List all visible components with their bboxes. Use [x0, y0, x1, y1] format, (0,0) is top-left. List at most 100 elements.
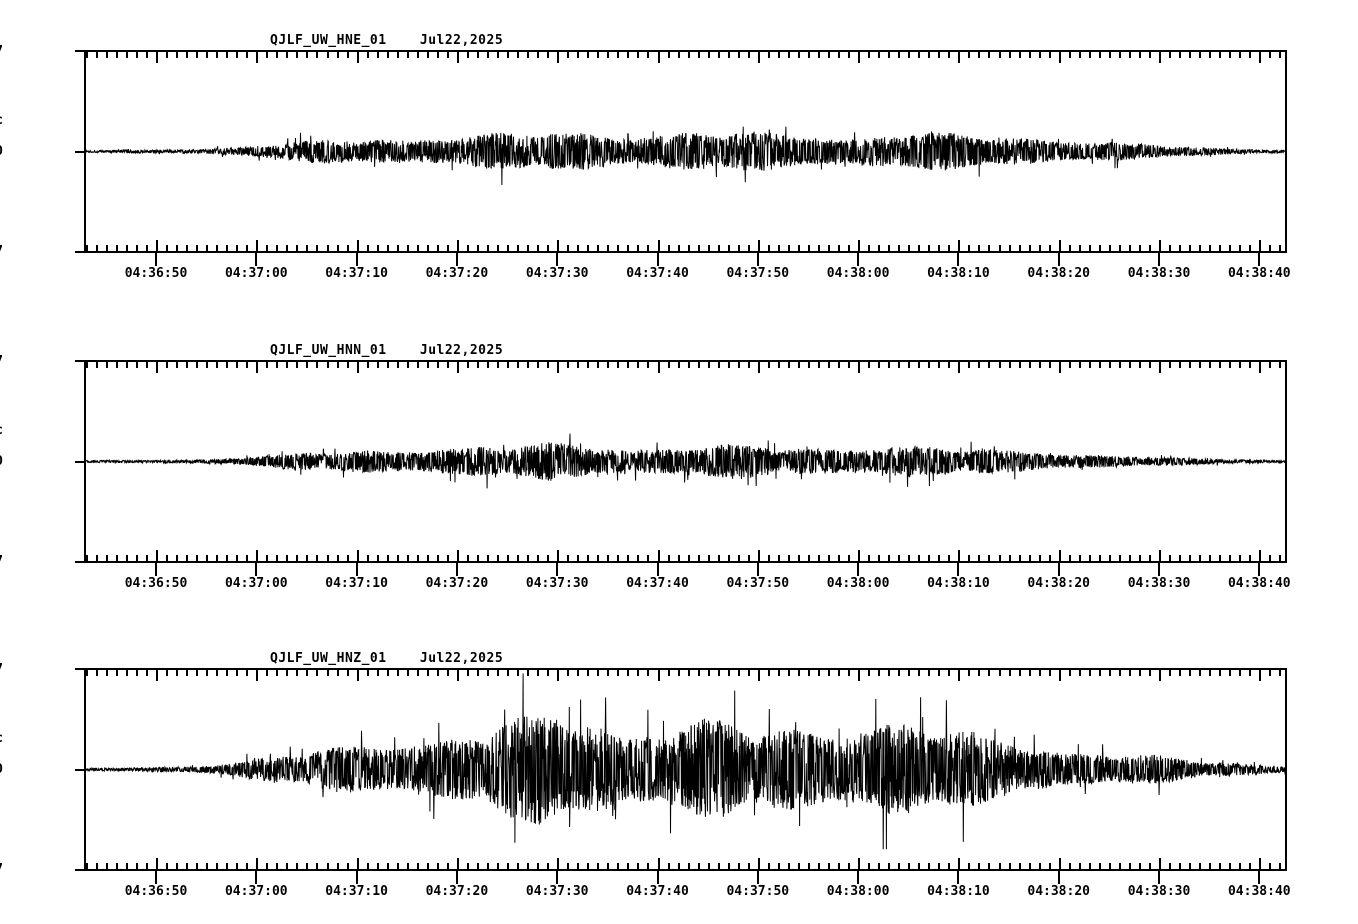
x-axis-minor-tick	[386, 245, 389, 251]
x-axis-minor-tick	[848, 245, 851, 251]
x-axis-minor-tick	[105, 670, 108, 676]
x-axis-minor-tick	[787, 362, 790, 368]
x-axis-minor-tick	[918, 245, 921, 251]
x-axis-minor-tick	[406, 555, 409, 561]
x-axis-major-tick	[1057, 253, 1060, 266]
x-axis-minor-tick	[497, 362, 500, 368]
x-axis-minor-tick	[627, 555, 630, 561]
x-axis-minor-tick	[416, 52, 419, 58]
x-axis-minor-tick	[497, 863, 500, 869]
x-axis-minor-tick	[1189, 362, 1192, 368]
x-axis-minor-tick	[446, 52, 449, 58]
x-axis-minor-tick	[968, 52, 971, 58]
x-axis-minor-tick	[486, 52, 489, 58]
x-axis-minor-tick	[196, 863, 199, 869]
x-axis-tick-label: 04:37:30	[525, 576, 589, 591]
x-axis-tick-label: 04:37:10	[325, 884, 388, 899]
x-axis-minor-tick	[908, 245, 911, 251]
x-axis-minor-tick	[1219, 670, 1222, 676]
x-axis-minor-tick	[346, 555, 349, 561]
x-axis-minor-tick	[426, 670, 429, 676]
x-axis-major-tick	[1259, 858, 1262, 869]
x-axis-minor-tick	[1078, 555, 1081, 561]
x-axis-minor-tick	[95, 863, 98, 869]
x-axis-minor-tick	[898, 245, 901, 251]
x-axis-major-tick	[256, 362, 259, 373]
x-axis-minor-tick	[988, 362, 991, 368]
x-axis-minor-tick	[266, 670, 269, 676]
x-axis-minor-tick	[135, 670, 138, 676]
x-axis-minor-tick	[497, 670, 500, 676]
x-axis-minor-tick	[196, 555, 199, 561]
x-axis-minor-tick	[196, 52, 199, 58]
x-axis-minor-tick	[145, 245, 148, 251]
x-axis-major-tick	[756, 871, 759, 884]
x-axis-minor-tick	[587, 863, 590, 869]
x-axis-minor-tick	[125, 52, 128, 58]
x-axis-minor-tick	[687, 670, 690, 676]
x-axis-minor-tick	[296, 245, 299, 251]
x-axis-minor-tick	[135, 555, 138, 561]
x-axis-minor-tick	[1279, 555, 1282, 561]
x-axis-minor-tick	[176, 670, 179, 676]
x-axis-minor-tick	[527, 245, 530, 251]
x-axis-minor-tick	[547, 670, 550, 676]
x-axis-tick-label: 04:37:50	[726, 266, 790, 281]
x-axis-minor-tick	[336, 555, 339, 561]
x-axis-minor-tick	[386, 555, 389, 561]
x-axis-minor-tick	[978, 52, 981, 58]
x-axis-tick-label: 04:37:40	[626, 266, 689, 281]
x-axis-minor-tick	[767, 670, 770, 676]
x-axis-minor-tick	[1219, 863, 1222, 869]
x-axis-minor-tick	[396, 863, 399, 869]
x-axis-minor-tick	[1008, 52, 1011, 58]
x-axis-minor-tick	[637, 52, 640, 58]
x-axis-minor-tick	[677, 362, 680, 368]
x-axis-minor-tick	[1048, 52, 1051, 58]
x-axis-major-tick	[256, 670, 259, 681]
x-axis-minor-tick	[828, 670, 830, 676]
x-axis-major-tick	[656, 563, 659, 576]
x-axis-minor-tick	[226, 555, 229, 561]
x-axis-minor-tick	[737, 670, 740, 676]
x-axis-major-tick	[657, 670, 660, 681]
x-axis-minor-tick	[537, 245, 540, 251]
x-axis-major-tick	[1259, 240, 1262, 251]
x-axis-minor-tick	[206, 52, 209, 58]
x-axis-minor-tick	[206, 555, 209, 561]
x-axis-minor-tick	[928, 52, 931, 58]
x-axis-minor-tick	[948, 670, 951, 676]
x-axis-minor-tick	[186, 362, 189, 368]
x-axis-major-tick	[957, 253, 960, 266]
x-axis-tick-label: 04:38:10	[927, 576, 990, 591]
x-axis-major-tick	[256, 52, 259, 63]
x-axis-minor-tick	[527, 52, 530, 58]
x-axis-minor-tick	[1179, 863, 1182, 869]
x-axis-minor-tick	[1038, 670, 1041, 676]
x-axis-minor-tick	[326, 670, 329, 676]
x-axis-minor-tick	[1098, 245, 1101, 251]
x-axis-minor-tick	[787, 245, 790, 251]
x-axis-minor-tick	[797, 362, 800, 368]
x-axis-minor-tick	[1229, 863, 1232, 869]
x-axis-minor-tick	[807, 362, 810, 368]
x-axis-minor-tick	[1269, 670, 1272, 676]
x-axis-minor-tick	[838, 52, 841, 58]
x-axis-minor-tick	[286, 670, 289, 676]
x-axis-minor-tick	[446, 670, 449, 676]
x-axis-minor-tick	[998, 362, 1001, 368]
x-axis-minor-tick	[1269, 52, 1272, 58]
x-axis-minor-tick	[1179, 362, 1182, 368]
x-axis-minor-tick	[687, 555, 690, 561]
x-axis-minor-tick	[1169, 863, 1172, 869]
x-axis-minor-tick	[1209, 52, 1212, 58]
x-axis-major-tick	[1158, 871, 1160, 884]
x-axis-minor-tick	[817, 863, 820, 869]
x-axis-minor-tick	[1279, 362, 1282, 368]
x-axis-minor-tick	[306, 362, 309, 368]
x-axis-minor-tick	[406, 863, 409, 869]
x-axis-major-tick	[757, 858, 760, 869]
x-axis-major-tick	[556, 253, 559, 266]
x-axis-minor-tick	[266, 52, 269, 58]
x-axis-major-tick	[1159, 670, 1161, 681]
